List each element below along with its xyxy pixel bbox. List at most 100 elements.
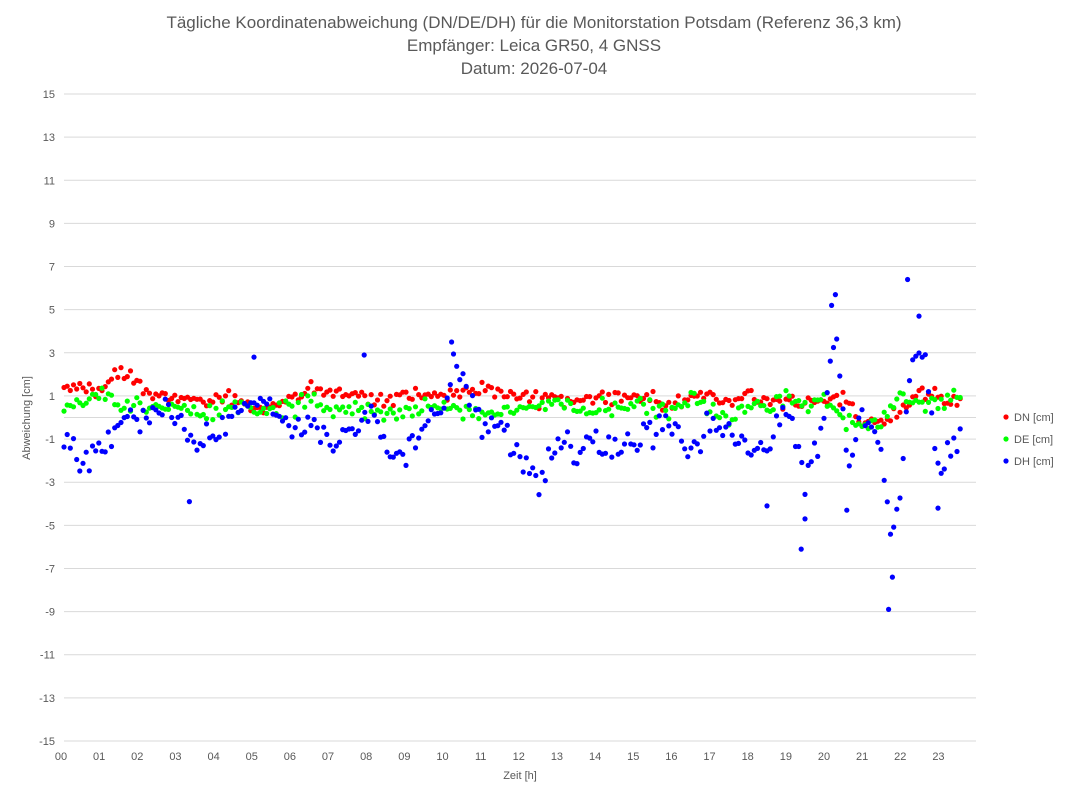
data-point — [425, 418, 431, 424]
data-point — [102, 449, 108, 455]
data-point — [545, 398, 552, 404]
data-point — [948, 401, 954, 407]
data-point — [384, 410, 390, 416]
data-point — [317, 439, 324, 445]
data-point — [219, 398, 225, 404]
x-tick-label: 11 — [475, 751, 486, 763]
data-point — [422, 423, 428, 429]
data-point — [207, 403, 213, 409]
x-tick-label: 15 — [627, 751, 639, 763]
data-point — [321, 424, 327, 430]
data-point — [856, 415, 862, 421]
data-point — [539, 399, 545, 405]
data-point — [305, 393, 311, 399]
data-point — [818, 425, 824, 431]
data-point — [891, 524, 897, 530]
data-point — [295, 416, 301, 422]
data-point — [264, 401, 270, 407]
data-point — [723, 424, 729, 430]
data-point — [501, 427, 507, 433]
data-point — [327, 406, 333, 413]
series-2 — [61, 276, 963, 613]
data-point — [770, 434, 776, 440]
data-point — [86, 396, 92, 402]
data-point — [533, 389, 539, 395]
data-point — [70, 382, 77, 388]
data-point — [169, 414, 175, 421]
data-point — [270, 404, 276, 411]
data-point — [735, 440, 742, 446]
data-point — [146, 390, 153, 396]
data-point — [289, 403, 295, 409]
data-point — [463, 383, 469, 389]
data-point — [881, 409, 887, 415]
data-point — [767, 401, 773, 408]
data-point — [618, 398, 624, 404]
data-point — [688, 445, 694, 451]
data-point — [175, 399, 181, 405]
data-point — [140, 391, 146, 397]
x-tick-label: 00 — [55, 751, 67, 763]
data-point — [321, 408, 327, 414]
x-tick-label: 18 — [742, 751, 754, 763]
data-point — [957, 426, 963, 432]
data-point — [829, 302, 835, 308]
data-point — [644, 425, 650, 431]
data-point — [186, 499, 192, 505]
data-point — [720, 400, 726, 406]
y-tick-label: -7 — [45, 563, 55, 575]
data-point — [802, 491, 808, 497]
data-point — [61, 444, 67, 450]
data-point — [330, 393, 336, 399]
data-point — [368, 392, 374, 398]
data-point — [352, 390, 358, 396]
data-point — [127, 368, 134, 374]
chart-subtitle: Empfänger: Leica GR50, 4 GNSS — [407, 36, 661, 55]
data-point — [469, 413, 476, 419]
data-point — [412, 445, 419, 451]
data-point — [587, 394, 593, 400]
data-point — [805, 462, 811, 468]
data-point — [406, 436, 412, 442]
data-point — [577, 449, 583, 455]
data-point — [808, 403, 814, 409]
data-point — [805, 409, 811, 415]
data-point — [165, 406, 172, 412]
data-point — [739, 403, 745, 409]
y-tick-label: 7 — [49, 262, 55, 274]
data-point — [938, 396, 944, 402]
data-point — [361, 352, 367, 358]
data-point — [416, 392, 422, 398]
data-point — [292, 425, 298, 431]
data-point — [77, 468, 83, 474]
data-point — [381, 403, 387, 409]
data-point — [837, 402, 843, 408]
x-tick-label: 14 — [589, 751, 601, 763]
data-point — [96, 440, 102, 446]
data-point — [694, 441, 700, 447]
data-point — [302, 404, 308, 410]
data-point — [362, 393, 368, 399]
data-point — [384, 449, 390, 455]
data-point — [67, 445, 73, 451]
data-point — [713, 396, 719, 402]
data-point — [558, 445, 564, 451]
data-point — [447, 387, 453, 393]
data-point — [843, 447, 849, 453]
y-tick-label: -9 — [45, 607, 55, 619]
data-point — [549, 455, 555, 461]
data-point — [821, 415, 827, 421]
data-point — [143, 387, 149, 393]
data-point — [767, 446, 773, 452]
data-point — [365, 418, 371, 424]
data-point — [162, 396, 168, 402]
data-point — [954, 402, 960, 408]
data-point — [777, 422, 783, 428]
data-point — [530, 465, 536, 471]
data-point — [796, 443, 802, 450]
legend-label: DN [cm] — [1014, 412, 1054, 424]
x-tick-label: 03 — [169, 751, 181, 763]
data-point — [349, 426, 355, 432]
data-point — [210, 417, 216, 423]
data-point — [929, 410, 935, 416]
